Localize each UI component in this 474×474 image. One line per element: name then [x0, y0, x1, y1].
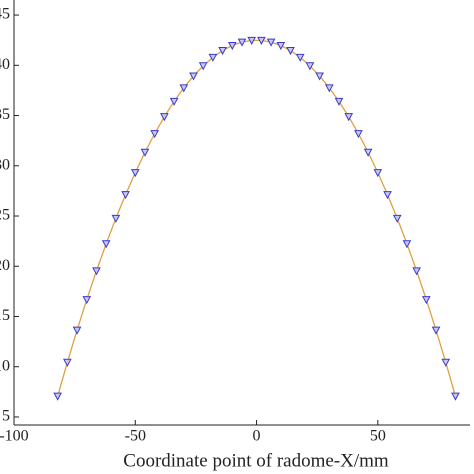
marker	[237, 38, 247, 47]
marker	[344, 113, 354, 122]
marker	[82, 296, 92, 305]
marker	[218, 47, 227, 56]
marker	[130, 169, 140, 178]
marker	[266, 38, 276, 47]
marker	[334, 97, 344, 106]
y-tick-label: 35	[0, 106, 10, 123]
marker	[189, 72, 198, 81]
x-tick-label: -50	[125, 428, 146, 445]
marker	[402, 240, 412, 249]
marker	[140, 148, 150, 157]
x-tick-label: 0	[253, 428, 261, 445]
marker	[422, 296, 431, 305]
marker	[324, 84, 334, 93]
y-tick-label: 15	[0, 307, 10, 324]
marker	[63, 358, 72, 367]
marker	[392, 214, 402, 223]
marker	[208, 53, 218, 62]
marker	[276, 42, 286, 51]
marker	[373, 169, 383, 178]
marker	[101, 240, 111, 249]
marker	[315, 72, 324, 81]
marker	[53, 392, 62, 401]
y-tick-label: 40	[0, 56, 10, 73]
marker	[72, 326, 82, 335]
y-tick-label: 30	[0, 156, 10, 173]
marker	[354, 130, 363, 139]
marker	[441, 358, 451, 367]
x-tick-label: 50	[370, 428, 386, 445]
marker	[286, 47, 295, 56]
marker	[431, 326, 441, 335]
marker	[227, 42, 237, 51]
marker	[179, 84, 189, 93]
marker	[295, 53, 305, 62]
x-tick-label: -100	[0, 428, 29, 445]
marker	[198, 62, 208, 71]
marker	[305, 62, 315, 71]
marker	[257, 36, 266, 45]
y-tick-label: 45	[0, 6, 10, 23]
marker	[247, 36, 257, 45]
marker	[150, 130, 160, 139]
marker	[160, 113, 169, 122]
y-tick-label: 5	[2, 408, 10, 425]
marker	[121, 191, 130, 200]
marker	[451, 392, 460, 401]
y-tick-label: 25	[0, 207, 10, 224]
marker	[383, 191, 392, 200]
x-axis-label: Coordinate point of radome-X/mm	[123, 450, 389, 471]
marker	[111, 214, 121, 223]
series-line	[57, 39, 457, 397]
marker	[363, 148, 373, 157]
marker	[92, 267, 101, 276]
y-tick-label: 20	[0, 257, 10, 274]
marker	[169, 97, 179, 106]
marker	[412, 267, 421, 276]
y-tick-label: 10	[0, 357, 10, 374]
